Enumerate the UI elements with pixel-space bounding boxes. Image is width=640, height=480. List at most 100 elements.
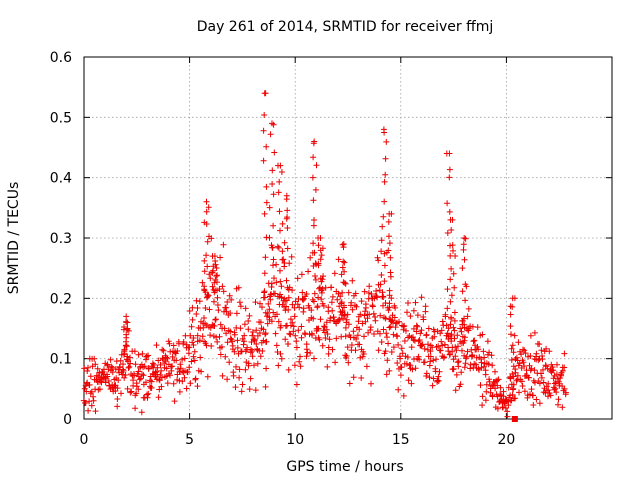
data-point — [266, 204, 273, 211]
data-point — [451, 284, 458, 291]
data-point — [211, 289, 218, 296]
data-point — [253, 341, 260, 347]
x-axis-label: GPS time / hours — [286, 459, 403, 475]
data-point — [383, 330, 390, 337]
data-point — [430, 357, 437, 364]
data-point — [416, 337, 423, 343]
data-point — [439, 342, 446, 349]
data-point — [449, 344, 456, 351]
data-point — [231, 331, 238, 338]
data-point — [124, 353, 131, 360]
data-point — [465, 305, 472, 312]
data-point — [514, 372, 521, 379]
data-point — [515, 339, 522, 346]
data-point — [451, 335, 458, 342]
data-point — [269, 181, 276, 187]
data-point — [484, 338, 491, 345]
data-point — [344, 344, 351, 351]
data-point — [121, 374, 128, 381]
data-point — [233, 310, 240, 317]
data-point — [452, 387, 459, 394]
data-point — [362, 318, 369, 325]
data-point — [285, 341, 292, 347]
data-point — [449, 242, 456, 249]
data-point — [189, 339, 196, 346]
data-point — [90, 393, 97, 400]
data-point — [204, 263, 211, 270]
data-point — [293, 344, 300, 351]
data-point — [385, 218, 392, 225]
data-point — [420, 316, 427, 323]
data-point — [533, 350, 540, 357]
data-point — [510, 385, 517, 392]
data-point — [144, 391, 150, 398]
data-point — [504, 413, 511, 420]
data-point — [457, 381, 464, 388]
data-point — [187, 380, 194, 387]
data-point — [497, 391, 504, 398]
data-point — [289, 319, 296, 326]
data-point — [346, 380, 353, 387]
data-point — [86, 381, 93, 388]
data-point — [380, 294, 387, 300]
chart-title: Day 261 of 2014, SRMTID for receiver ffm… — [197, 19, 494, 35]
data-point — [455, 363, 462, 370]
data-point — [317, 316, 324, 323]
data-point — [444, 286, 451, 293]
data-point — [126, 363, 133, 370]
data-point — [338, 299, 345, 306]
data-point — [297, 363, 304, 370]
data-point — [224, 376, 231, 383]
data-point — [318, 252, 325, 259]
data-point — [219, 283, 226, 290]
data-point — [212, 261, 219, 268]
data-point — [216, 286, 223, 292]
data-point — [179, 378, 186, 385]
data-point — [181, 355, 188, 362]
data-point — [201, 219, 208, 226]
data-point — [109, 364, 116, 371]
data-point — [262, 309, 269, 316]
data-point — [546, 348, 553, 355]
data-point — [381, 178, 388, 185]
data-point — [440, 354, 447, 361]
data-point — [115, 377, 122, 384]
data-point — [296, 358, 303, 365]
data-point — [198, 368, 205, 375]
data-point — [521, 388, 528, 395]
data-point — [137, 375, 144, 382]
data-point — [414, 323, 421, 330]
data-point — [452, 253, 459, 259]
data-point — [199, 279, 206, 286]
data-point — [366, 311, 373, 318]
data-point — [500, 388, 507, 395]
data-point — [562, 391, 569, 398]
data-point — [276, 178, 283, 185]
data-point — [308, 307, 315, 314]
data-point — [373, 293, 380, 300]
data-point — [367, 327, 374, 333]
data-point — [410, 336, 417, 343]
data-point — [457, 325, 464, 332]
data-point — [510, 381, 517, 388]
data-point — [394, 333, 401, 340]
data-point — [257, 319, 264, 326]
data-point — [207, 332, 214, 339]
data-point — [120, 361, 126, 368]
data-point — [226, 359, 233, 366]
data-point — [427, 358, 434, 365]
data-point — [478, 364, 485, 371]
data-point — [212, 316, 219, 323]
data-point — [268, 291, 275, 298]
data-point — [114, 403, 121, 410]
data-point — [527, 332, 534, 339]
data-point — [395, 341, 402, 348]
data-point — [284, 225, 291, 231]
data-point — [480, 348, 487, 355]
data-point — [170, 380, 177, 387]
data-point — [325, 344, 332, 351]
data-point — [373, 288, 380, 294]
data-point — [132, 405, 139, 412]
data-point — [183, 385, 190, 392]
